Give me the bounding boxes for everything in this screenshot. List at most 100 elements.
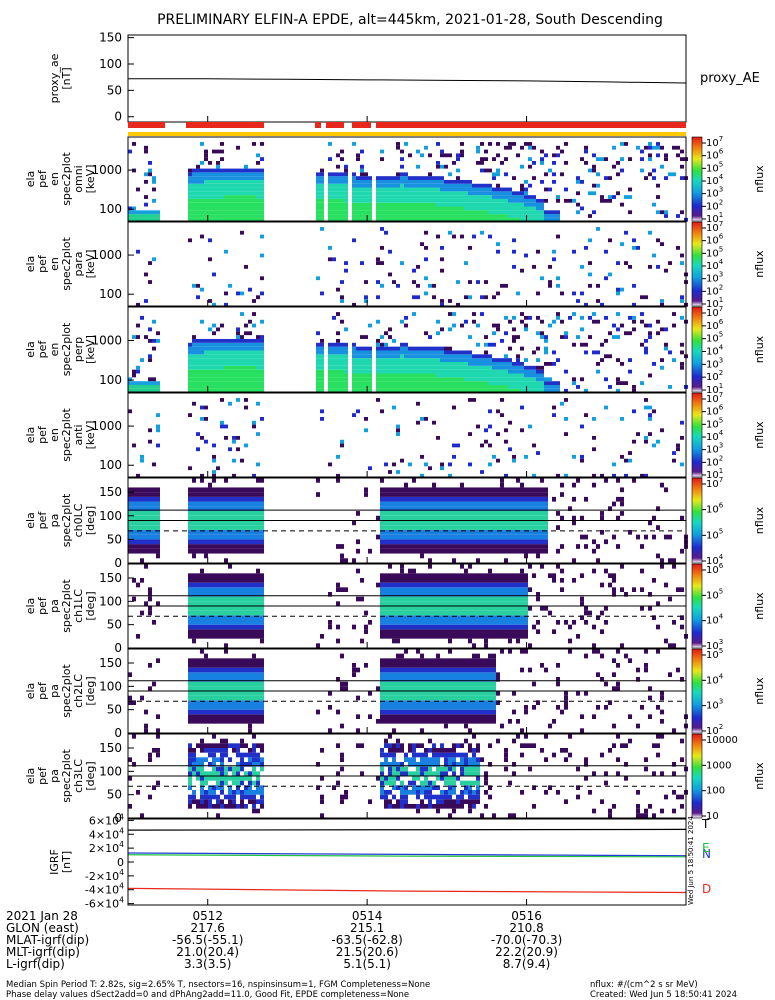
heatmap-cell <box>316 179 320 184</box>
heatmap-cell <box>384 615 388 620</box>
heatmap-cell <box>192 624 196 630</box>
heatmap-cell <box>512 327 516 332</box>
heatmap-cell <box>236 534 240 540</box>
heatmap-cell <box>512 601 516 606</box>
heatmap-cell <box>552 573 556 578</box>
heatmap-cell <box>484 365 488 370</box>
heatmap-cell <box>604 620 608 625</box>
heatmap-cell <box>604 276 608 281</box>
heatmap-cell <box>432 420 436 425</box>
heatmap-cell <box>412 369 416 374</box>
heatmap-cell <box>336 544 340 549</box>
heatmap-cell <box>156 534 160 540</box>
heatmap-cell <box>204 525 208 530</box>
panel-frame <box>127 221 687 307</box>
heatmap-cell <box>460 206 464 211</box>
heatmap-cell <box>408 601 412 606</box>
heatmap-cell <box>516 620 520 625</box>
heatmap-cell <box>504 592 508 597</box>
heatmap-cell <box>416 195 420 199</box>
heatmap-cell <box>316 214 320 218</box>
heatmap-cell <box>484 534 488 540</box>
heatmap-cell <box>196 217 200 222</box>
heatmap-cell <box>376 214 380 218</box>
heatmap-cell <box>252 172 256 177</box>
heatmap-cell <box>652 145 656 150</box>
heatmap-cell <box>192 529 196 535</box>
heatmap-cell <box>592 568 596 574</box>
heatmap-cell <box>236 515 240 521</box>
heatmap-cell <box>644 338 648 343</box>
heatmap-cell <box>248 515 252 521</box>
heatmap-cell <box>336 191 340 196</box>
heatmap-cell <box>480 168 484 173</box>
heatmap-cell <box>392 624 396 630</box>
heatmap-cell <box>448 354 452 359</box>
heatmap-cell <box>380 202 384 207</box>
heatmap-cell <box>384 539 388 545</box>
heatmap-cell <box>384 634 388 639</box>
heatmap-cell <box>544 506 548 512</box>
heatmap-cell <box>512 338 516 343</box>
heatmap-cell <box>228 187 232 192</box>
tick-base: 10 <box>706 505 719 516</box>
heatmap-cell <box>448 534 452 540</box>
tick-exponent: 2 <box>719 454 723 462</box>
heatmap-cell <box>644 346 648 351</box>
heatmap-cell <box>452 492 456 497</box>
heatmap-cell <box>420 210 424 215</box>
heatmap-cell <box>400 506 404 512</box>
heatmap-cell <box>460 365 464 370</box>
heatmap-cell <box>484 582 488 588</box>
heatmap-cell <box>236 361 240 366</box>
heatmap-cell <box>440 149 444 154</box>
heatmap-cell <box>188 179 192 184</box>
heatmap-cell <box>392 198 396 203</box>
heatmap-cell <box>476 624 480 630</box>
heatmap-cell <box>204 198 208 203</box>
heatmap-cell <box>544 487 548 493</box>
heatmap-cell <box>376 217 380 222</box>
heatmap-cell <box>452 195 456 199</box>
heatmap-cell <box>416 501 420 507</box>
heatmap-cell <box>148 686 152 691</box>
heatmap-cell <box>420 596 424 602</box>
heatmap-cell <box>336 358 340 362</box>
heatmap-cell <box>220 548 224 554</box>
ylabel: ela pef en spec2plot perp [keV] <box>24 322 97 376</box>
heatmap-cell <box>540 214 544 218</box>
heatmap-cells <box>128 478 688 563</box>
colorbar-tick-label: 102 <box>706 369 723 383</box>
heatmap-cell <box>440 361 444 366</box>
heatmap-cell <box>516 592 520 597</box>
heatmap-cell <box>384 511 388 516</box>
heatmap-cell <box>484 335 488 339</box>
heatmap-cell <box>128 539 132 545</box>
heatmap-cell <box>380 361 384 366</box>
heatmap-cell <box>404 544 408 549</box>
heatmap-cell <box>196 691 200 696</box>
heatmap-cell <box>432 346 436 351</box>
heatmap-cell <box>656 183 660 188</box>
heatmap-cell <box>208 168 212 173</box>
heatmap-cell <box>576 202 580 207</box>
heatmap-cell <box>392 610 396 616</box>
heatmap-cell <box>468 187 472 192</box>
heatmap-cell <box>256 350 260 355</box>
heatmap-cell <box>360 214 364 218</box>
colorbar-tick-label: 106 <box>706 404 724 418</box>
heatmap-cell <box>500 548 504 554</box>
heatmap-cell <box>480 470 484 474</box>
heatmap-cell <box>140 506 144 512</box>
heatmap-cell <box>444 529 448 535</box>
heatmap-cell <box>468 280 472 284</box>
heatmap-cell <box>396 544 400 549</box>
heatmap-cell <box>188 709 192 715</box>
heatmap-cell <box>228 206 232 211</box>
heatmap-cell <box>384 217 388 222</box>
heatmap-cell <box>420 176 424 180</box>
heatmap-cell <box>136 548 140 554</box>
heatmap-cell <box>248 176 252 180</box>
heatmap-cell <box>428 283 432 288</box>
heatmap-cell <box>364 217 368 222</box>
